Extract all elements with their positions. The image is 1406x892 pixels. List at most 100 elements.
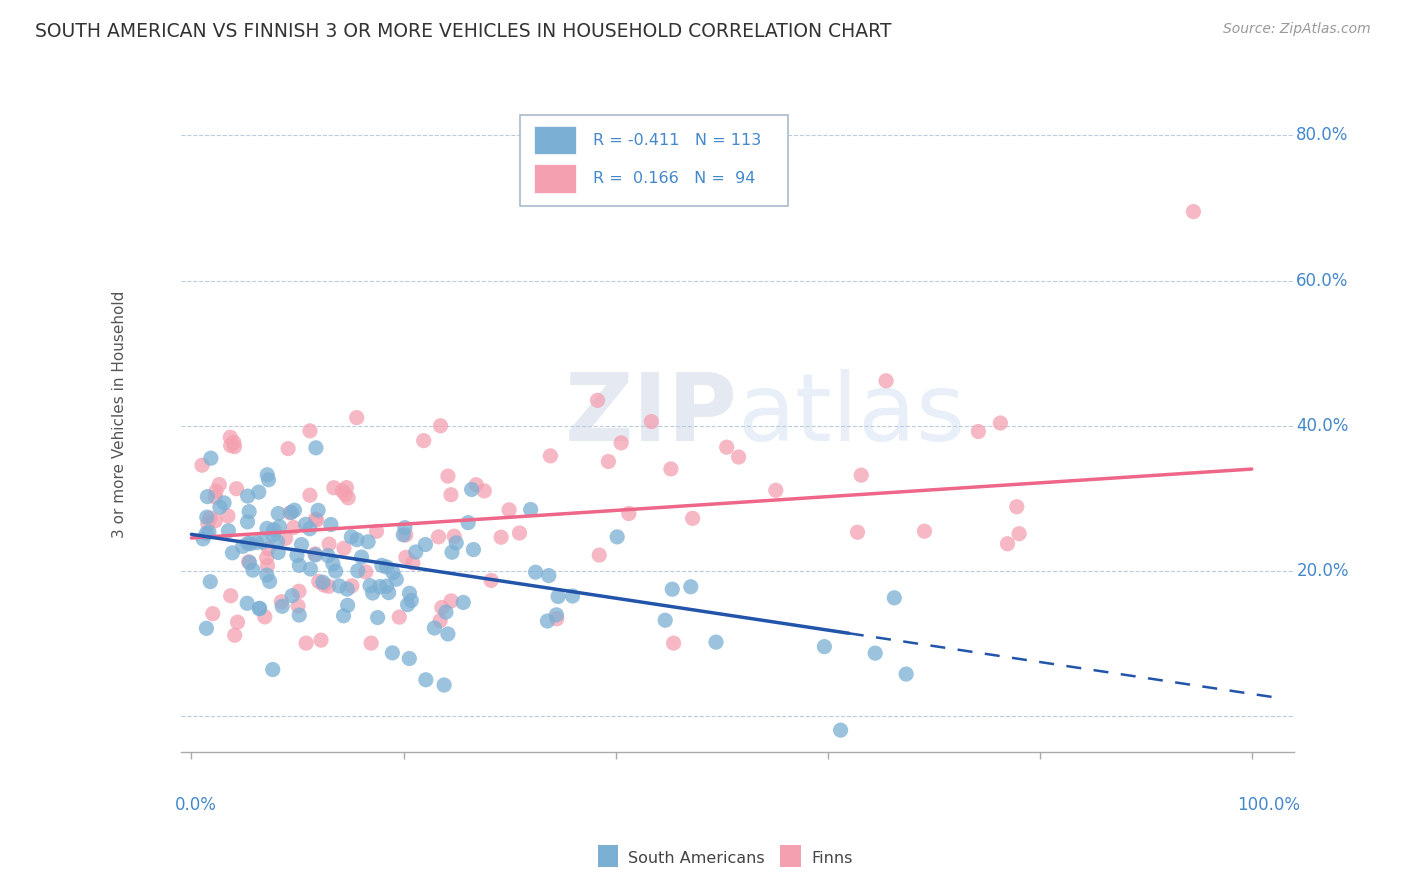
Point xyxy=(247,485,270,500)
Text: 80.0%: 80.0% xyxy=(1296,127,1348,145)
Point xyxy=(222,435,245,450)
Point xyxy=(283,503,305,517)
Point xyxy=(239,537,262,551)
Point xyxy=(274,531,297,545)
Point xyxy=(394,521,416,535)
Point xyxy=(440,545,463,559)
Point xyxy=(546,612,568,626)
Point xyxy=(336,599,359,613)
Point xyxy=(883,591,905,605)
Point xyxy=(659,462,682,476)
Text: South Americans: South Americans xyxy=(628,851,765,865)
Point xyxy=(304,547,326,561)
Text: Source: ZipAtlas.com: Source: ZipAtlas.com xyxy=(1223,22,1371,37)
Point xyxy=(249,601,271,615)
Point xyxy=(298,424,321,438)
Point xyxy=(340,579,363,593)
Point xyxy=(307,503,329,517)
Point xyxy=(198,511,221,525)
Point xyxy=(463,542,485,557)
Point xyxy=(238,505,260,519)
Point xyxy=(451,595,474,609)
Point xyxy=(197,490,219,504)
Point xyxy=(236,515,259,529)
Point xyxy=(388,610,411,624)
Point xyxy=(437,469,460,483)
Text: 100.0%: 100.0% xyxy=(1237,796,1299,814)
Point xyxy=(375,560,398,574)
Point xyxy=(219,438,242,452)
Point xyxy=(283,520,305,534)
Text: R =  0.166   N =  94: R = 0.166 N = 94 xyxy=(593,171,755,186)
Point xyxy=(236,489,259,503)
FancyBboxPatch shape xyxy=(534,164,576,193)
Text: 3 or more Vehicles in Household: 3 or more Vehicles in Household xyxy=(112,291,127,539)
Point xyxy=(278,506,301,520)
Point xyxy=(304,512,326,526)
Point xyxy=(546,607,568,622)
Point xyxy=(224,628,246,642)
Point xyxy=(205,484,228,499)
Point xyxy=(208,500,231,515)
Point xyxy=(997,537,1019,551)
Point xyxy=(434,605,457,619)
Point xyxy=(318,579,340,593)
Point xyxy=(259,574,281,589)
Point xyxy=(263,523,285,537)
Point xyxy=(990,416,1012,430)
Point xyxy=(195,510,218,524)
Point xyxy=(322,481,344,495)
Point xyxy=(654,613,676,627)
Text: 40.0%: 40.0% xyxy=(1296,417,1348,434)
Point xyxy=(537,568,560,582)
Point xyxy=(325,564,347,578)
Point xyxy=(225,482,247,496)
Point xyxy=(371,558,394,573)
Point xyxy=(290,537,312,551)
Point xyxy=(366,524,388,539)
Point xyxy=(357,534,380,549)
Point xyxy=(336,582,359,596)
Point xyxy=(208,477,231,491)
Point xyxy=(257,473,280,487)
Point xyxy=(536,614,558,628)
Point xyxy=(267,507,290,521)
Point xyxy=(238,555,260,569)
Point xyxy=(354,565,377,579)
Point xyxy=(256,568,278,582)
Point xyxy=(335,487,357,501)
Point xyxy=(385,572,408,586)
Point xyxy=(395,528,418,542)
Point xyxy=(236,596,259,610)
Point xyxy=(361,586,384,600)
Point xyxy=(200,574,222,589)
Point xyxy=(245,535,267,549)
Point xyxy=(465,477,488,491)
Point xyxy=(830,723,852,738)
Point xyxy=(846,525,869,540)
Point xyxy=(498,503,520,517)
Point xyxy=(224,440,246,454)
Point xyxy=(519,502,541,516)
Point xyxy=(813,640,835,654)
Point xyxy=(412,434,434,448)
Point xyxy=(197,516,219,531)
Point xyxy=(332,608,354,623)
Point xyxy=(682,511,704,525)
Point xyxy=(429,418,451,433)
Point xyxy=(444,536,467,550)
Point xyxy=(360,636,382,650)
Point xyxy=(1008,526,1031,541)
Point xyxy=(863,646,886,660)
Point xyxy=(538,449,561,463)
Point xyxy=(267,545,290,559)
Text: 20.0%: 20.0% xyxy=(1296,562,1348,580)
Point xyxy=(401,593,423,607)
Point xyxy=(299,562,322,576)
Text: 60.0%: 60.0% xyxy=(1296,271,1348,290)
Point xyxy=(295,636,318,650)
Point xyxy=(328,579,350,593)
Point xyxy=(195,526,218,541)
Point xyxy=(271,599,294,614)
Text: Finns: Finns xyxy=(811,851,852,865)
